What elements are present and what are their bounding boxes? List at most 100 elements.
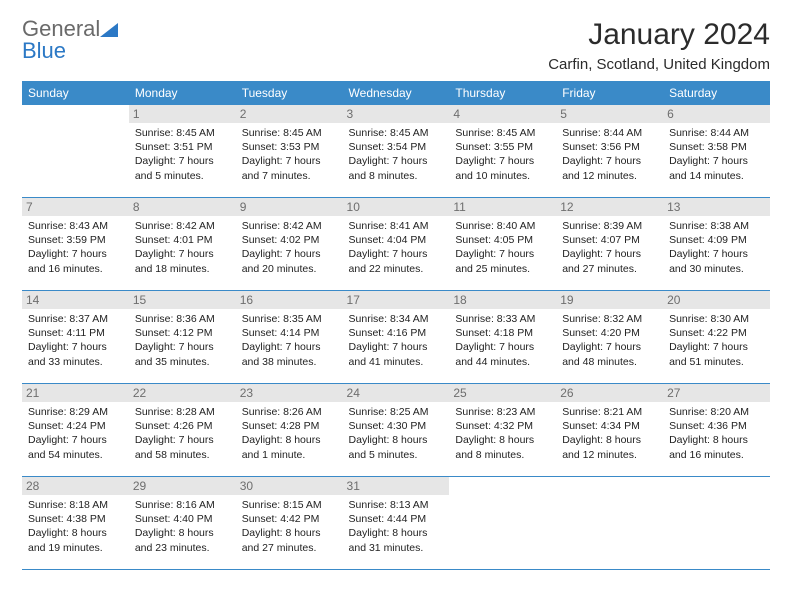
calendar-day-cell: 28 Sunrise: 8:18 AMSunset: 4:38 PMDayligh… — [22, 477, 129, 570]
calendar-day-cell: 10Sunrise: 8:41 AMSunset: 4:04 PMDayligh… — [343, 198, 450, 291]
daylight-line: Daylight: 7 hours and 25 minutes. — [455, 247, 550, 275]
sunrise-line: Sunrise: 8:13 AM — [349, 498, 444, 512]
calendar-day-cell — [663, 477, 770, 570]
calendar-day-cell: 4Sunrise: 8:45 AMSunset: 3:55 PMDaylight… — [449, 105, 556, 198]
day-details: Sunrise: 8:45 AMSunset: 3:51 PMDaylight:… — [135, 126, 230, 183]
calendar-day-cell: 24Sunrise: 8:25 AMSunset: 4:30 PMDayligh… — [343, 384, 450, 477]
day-details: Sunrise: 8:20 AMSunset: 4:36 PMDaylight:… — [669, 405, 764, 462]
daylight-line: Daylight: 7 hours and 22 minutes. — [349, 247, 444, 275]
daylight-line: Daylight: 8 hours and 23 minutes. — [135, 526, 230, 554]
calendar-day-cell: 7Sunrise: 8:43 AMSunset: 3:59 PMDaylight… — [22, 198, 129, 291]
day-number: 26 — [556, 384, 663, 402]
sunrise-line: Sunrise: 8:44 AM — [669, 126, 764, 140]
day-number: 29 — [129, 477, 236, 495]
calendar-day-cell — [22, 105, 129, 198]
sunrise-line: Sunrise: 8:18 AM — [28, 498, 123, 512]
day-details: Sunrise: 8:30 AMSunset: 4:22 PMDaylight:… — [669, 312, 764, 369]
sunrise-line: Sunrise: 8:28 AM — [135, 405, 230, 419]
day-details: Sunrise: 8:42 AMSunset: 4:02 PMDaylight:… — [242, 219, 337, 276]
daylight-line: Daylight: 7 hours and 41 minutes. — [349, 340, 444, 368]
daylight-line: Daylight: 8 hours and 19 minutes. — [28, 526, 123, 554]
sunrise-line: Sunrise: 8:40 AM — [455, 219, 550, 233]
weekday-header: Saturday — [663, 81, 770, 105]
day-number: 28 — [22, 477, 129, 495]
day-details: Sunrise: 8:28 AMSunset: 4:26 PMDaylight:… — [135, 405, 230, 462]
daylight-line: Daylight: 7 hours and 7 minutes. — [242, 154, 337, 182]
sunset-line: Sunset: 4:16 PM — [349, 326, 444, 340]
sunrise-line: Sunrise: 8:42 AM — [135, 219, 230, 233]
calendar-week-row: 1Sunrise: 8:45 AMSunset: 3:51 PMDaylight… — [22, 105, 770, 198]
sunrise-line: Sunrise: 8:32 AM — [562, 312, 657, 326]
daylight-line: Daylight: 8 hours and 5 minutes. — [349, 433, 444, 461]
daylight-line: Daylight: 7 hours and 10 minutes. — [455, 154, 550, 182]
calendar-day-cell: 8 Sunrise: 8:42 AMSunset: 4:01 PMDaylight… — [129, 198, 236, 291]
sunset-line: Sunset: 4:02 PM — [242, 233, 337, 247]
sunrise-line: Sunrise: 8:21 AM — [562, 405, 657, 419]
sunset-line: Sunset: 3:59 PM — [28, 233, 123, 247]
page: General Blue January 2024 Carfin, Scotla… — [0, 0, 792, 570]
day-details: Sunrise: 8:21 AMSunset: 4:34 PMDaylight:… — [562, 405, 657, 462]
day-details: Sunrise: 8:34 AMSunset: 4:16 PMDaylight:… — [349, 312, 444, 369]
day-number: 20 — [663, 291, 770, 309]
sunset-line: Sunset: 3:54 PM — [349, 140, 444, 154]
day-details: Sunrise: 8:18 AMSunset: 4:38 PMDaylight:… — [28, 498, 123, 555]
calendar-day-cell: 22Sunrise: 8:28 AMSunset: 4:26 PMDayligh… — [129, 384, 236, 477]
day-number: 16 — [236, 291, 343, 309]
day-details: Sunrise: 8:42 AMSunset: 4:01 PMDaylight:… — [135, 219, 230, 276]
sunrise-line: Sunrise: 8:29 AM — [28, 405, 123, 419]
calendar-day-cell: 1Sunrise: 8:45 AMSunset: 3:51 PMDaylight… — [129, 105, 236, 198]
daylight-line: Daylight: 7 hours and 5 minutes. — [135, 154, 230, 182]
sunset-line: Sunset: 4:34 PM — [562, 419, 657, 433]
calendar-day-cell: 14Sunrise: 8:37 AMSunset: 4:11 PMDayligh… — [22, 291, 129, 384]
weekday-header: Thursday — [449, 81, 556, 105]
sunrise-line: Sunrise: 8:44 AM — [562, 126, 657, 140]
day-details: Sunrise: 8:33 AMSunset: 4:18 PMDaylight:… — [455, 312, 550, 369]
sunset-line: Sunset: 4:42 PM — [242, 512, 337, 526]
sunrise-line: Sunrise: 8:42 AM — [242, 219, 337, 233]
calendar-week-row: 21Sunrise: 8:29 AMSunset: 4:24 PMDayligh… — [22, 384, 770, 477]
day-number: 23 — [236, 384, 343, 402]
sunrise-line: Sunrise: 8:16 AM — [135, 498, 230, 512]
daylight-line: Daylight: 7 hours and 12 minutes. — [562, 154, 657, 182]
calendar-week-row: 14Sunrise: 8:37 AMSunset: 4:11 PMDayligh… — [22, 291, 770, 384]
day-details: Sunrise: 8:23 AMSunset: 4:32 PMDaylight:… — [455, 405, 550, 462]
day-details: Sunrise: 8:16 AMSunset: 4:40 PMDaylight:… — [135, 498, 230, 555]
calendar-day-cell: 26 Sunrise: 8:21 AMSunset: 4:34 PMDayligh… — [556, 384, 663, 477]
day-number: 15 — [129, 291, 236, 309]
brand-word2: Blue — [22, 38, 66, 63]
sunset-line: Sunset: 3:58 PM — [669, 140, 764, 154]
sunset-line: Sunset: 4:05 PM — [455, 233, 550, 247]
daylight-line: Daylight: 8 hours and 27 minutes. — [242, 526, 337, 554]
calendar-day-cell: 12Sunrise: 8:39 AMSunset: 4:07 PMDayligh… — [556, 198, 663, 291]
day-number: 25 — [449, 384, 556, 402]
sunrise-line: Sunrise: 8:45 AM — [242, 126, 337, 140]
sunrise-line: Sunrise: 8:34 AM — [349, 312, 444, 326]
title-block: January 2024 Carfin, Scotland, United Ki… — [548, 18, 770, 73]
day-details: Sunrise: 8:44 AMSunset: 3:56 PMDaylight:… — [562, 126, 657, 183]
sunrise-line: Sunrise: 8:20 AM — [669, 405, 764, 419]
day-number: 7 — [22, 198, 129, 216]
day-details: Sunrise: 8:26 AMSunset: 4:28 PMDaylight:… — [242, 405, 337, 462]
sunrise-line: Sunrise: 8:41 AM — [349, 219, 444, 233]
sunset-line: Sunset: 4:40 PM — [135, 512, 230, 526]
weekday-header: Monday — [129, 81, 236, 105]
calendar-week-row: 28Sunrise: 8:18 AMSunset: 4:38 PMDayligh… — [22, 477, 770, 570]
sunset-line: Sunset: 4:38 PM — [28, 512, 123, 526]
calendar-day-cell: 30Sunrise: 8:15 AMSunset: 4:42 PMDayligh… — [236, 477, 343, 570]
calendar-day-cell: 17Sunrise: 8:34 AMSunset: 4:16 PMDayligh… — [343, 291, 450, 384]
calendar-day-cell: 5Sunrise: 8:44 AMSunset: 3:56 PMDaylight… — [556, 105, 663, 198]
day-number: 30 — [236, 477, 343, 495]
day-details: Sunrise: 8:45 AMSunset: 3:54 PMDaylight:… — [349, 126, 444, 183]
sunrise-line: Sunrise: 8:39 AM — [562, 219, 657, 233]
brand-triangle-icon — [100, 23, 118, 37]
day-number: 12 — [556, 198, 663, 216]
sunset-line: Sunset: 3:56 PM — [562, 140, 657, 154]
day-number: 10 — [343, 198, 450, 216]
day-details: Sunrise: 8:36 AMSunset: 4:12 PMDaylight:… — [135, 312, 230, 369]
day-details: Sunrise: 8:38 AMSunset: 4:09 PMDaylight:… — [669, 219, 764, 276]
day-number: 27 — [663, 384, 770, 402]
brand-logo: General Blue — [22, 18, 118, 62]
daylight-line: Daylight: 7 hours and 16 minutes. — [28, 247, 123, 275]
sunrise-line: Sunrise: 8:37 AM — [28, 312, 123, 326]
day-number: 8 — [129, 198, 236, 216]
